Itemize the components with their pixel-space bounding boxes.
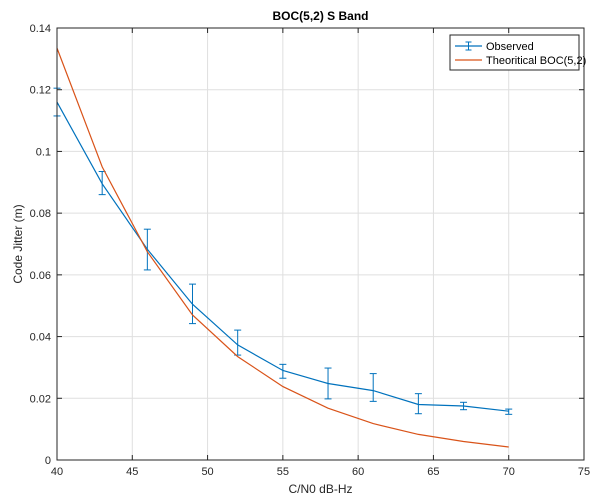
error-bar bbox=[505, 408, 513, 415]
axes-box bbox=[56, 27, 585, 461]
x-tick-label: 50 bbox=[201, 466, 213, 478]
x-tick-label: 65 bbox=[427, 466, 439, 478]
y-tick-label: 0 bbox=[45, 455, 51, 467]
ticks: 40 45 50 55 60 65 70 75 0 0.02 0.04 0.06 0.08 0.1 0.12… bbox=[30, 23, 591, 478]
error-bar bbox=[143, 228, 151, 271]
legend-item: Observed bbox=[455, 41, 534, 53]
y-tick-label: 0.1 bbox=[36, 146, 51, 158]
legend-item: Theoritical BOC(5,2) bbox=[455, 55, 586, 67]
series-line bbox=[56, 47, 509, 448]
x-axis-label: C/N0 dB-Hz bbox=[288, 482, 352, 496]
x-tick-label: 40 bbox=[51, 466, 63, 478]
plot-area bbox=[57, 28, 584, 460]
x-tick-label: 45 bbox=[126, 466, 138, 478]
series-1 bbox=[53, 87, 513, 415]
y-tick-label: 0.08 bbox=[30, 208, 51, 220]
error-bar bbox=[189, 283, 197, 325]
error-bar bbox=[324, 367, 332, 400]
series-layer bbox=[53, 47, 513, 448]
error-bar bbox=[279, 363, 287, 379]
y-tick-label: 0.04 bbox=[30, 332, 51, 344]
legend-label: Theoritical BOC(5,2) bbox=[486, 55, 586, 67]
y-tick-label: 0.14 bbox=[30, 23, 51, 35]
x-tick-label: 75 bbox=[578, 466, 590, 478]
legend-label: Observed bbox=[486, 41, 534, 53]
x-tick-label: 70 bbox=[503, 466, 515, 478]
error-bar bbox=[369, 373, 377, 402]
error-bar bbox=[414, 393, 422, 415]
legend: Observed Theoritical BOC(5,2) bbox=[449, 34, 586, 71]
y-tick-label: 0.02 bbox=[30, 393, 51, 405]
x-tick-label: 60 bbox=[352, 466, 364, 478]
series-2 bbox=[56, 47, 509, 448]
y-axis-label: Code Jitter (m) bbox=[11, 204, 25, 283]
error-bar bbox=[460, 401, 468, 411]
chart-title: BOC(5,2) S Band bbox=[272, 9, 368, 23]
y-tick-label: 0.06 bbox=[30, 270, 51, 282]
legend-box bbox=[449, 34, 580, 71]
y-tick-label: 0.12 bbox=[30, 85, 51, 97]
x-tick-label: 55 bbox=[277, 466, 289, 478]
